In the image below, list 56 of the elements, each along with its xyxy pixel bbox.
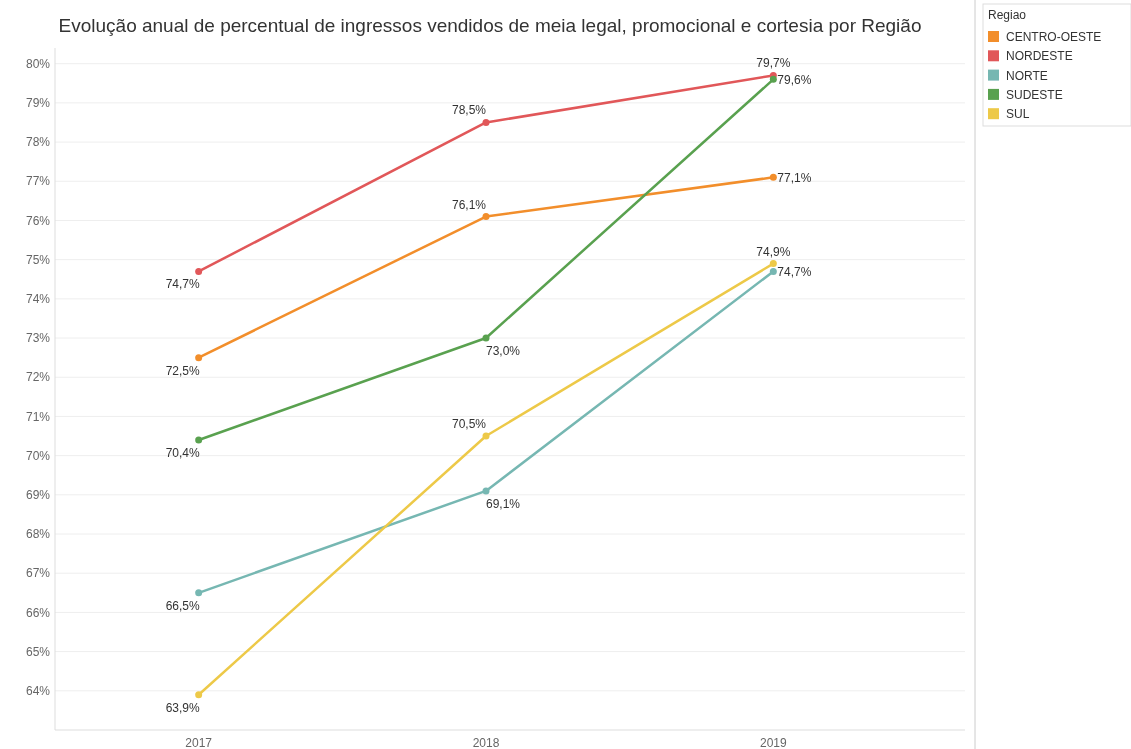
data-label: 77,1% <box>777 171 812 186</box>
point <box>769 260 777 268</box>
data-label: 79,7% <box>756 56 791 71</box>
point <box>482 432 490 440</box>
point <box>195 354 203 362</box>
data-label: 70,5% <box>451 417 487 432</box>
y-tick-label: 73% <box>25 331 51 346</box>
point <box>482 487 490 495</box>
data-label: 79,6% <box>777 73 812 88</box>
y-tick-label: 74% <box>25 292 51 307</box>
point <box>769 75 777 83</box>
data-label: 74,7% <box>777 265 812 280</box>
point <box>769 173 777 181</box>
data-label: 73,0% <box>486 344 521 359</box>
point <box>195 267 203 275</box>
point <box>482 213 490 221</box>
y-tick-label: 71% <box>25 409 51 424</box>
y-tick-label: 64% <box>25 684 51 698</box>
data-label: 76,1% <box>451 197 487 212</box>
chart-title: Evolução anual de percentual de ingressos vendidos de meia legal, promocional e cortesia por Região <box>58 15 922 36</box>
data-label: 74,7% <box>165 277 200 292</box>
y-tick-label: 68% <box>25 527 51 542</box>
legend-title: Regiao <box>988 8 1027 22</box>
x-tick-label: 2017 <box>185 736 213 749</box>
y-tick-label: 70% <box>25 448 51 463</box>
data-label: 70,4% <box>165 445 200 460</box>
legend-label: SUDESTE <box>1006 87 1063 102</box>
y-tick-label: 67% <box>25 566 51 581</box>
legend-label: SUL <box>1006 107 1030 122</box>
y-tick-label: 79% <box>25 96 51 111</box>
point <box>482 118 490 126</box>
data-label: 72,5% <box>165 363 200 378</box>
legend-label: NORDESTE <box>1006 49 1073 64</box>
y-tick-label: 80% <box>25 56 51 71</box>
point <box>195 436 203 444</box>
y-tick-label: 76% <box>25 213 51 228</box>
x-tick-label: 2018 <box>472 736 500 749</box>
point <box>482 334 490 342</box>
point <box>769 267 777 275</box>
data-label: 63,9% <box>165 700 200 715</box>
point <box>195 691 203 699</box>
y-tick-label: 66% <box>25 605 51 620</box>
y-tick-label: 75% <box>25 252 51 267</box>
point <box>195 589 203 597</box>
data-label: 74,9% <box>756 244 791 259</box>
y-tick-label: 72% <box>25 370 51 385</box>
data-label: 66,5% <box>165 598 200 613</box>
x-tick-label: 2019 <box>759 736 787 749</box>
data-label: 78,5% <box>451 103 487 118</box>
y-tick-label: 69% <box>25 488 51 503</box>
y-tick-label: 65% <box>25 644 51 659</box>
y-tick-label: 77% <box>25 174 51 189</box>
y-tick-label: 78% <box>25 135 51 150</box>
legend-label: CENTRO-OESTE <box>1006 30 1102 44</box>
data-label: 69,1% <box>486 496 521 511</box>
legend-label: NORTE <box>1006 68 1048 83</box>
